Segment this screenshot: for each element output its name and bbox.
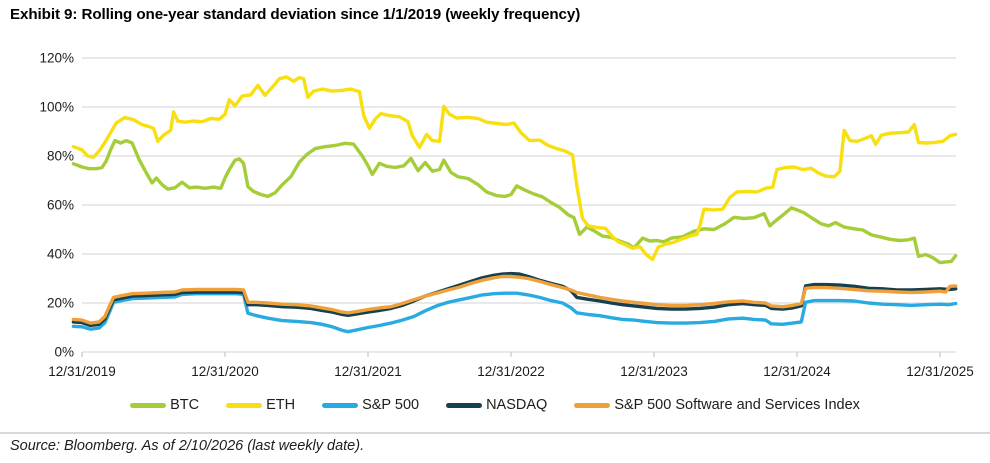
y-tick-label: 100% [39,100,74,115]
series-group [71,75,958,334]
y-tick-label: 40% [47,247,74,262]
x-tick-label: 12/31/2023 [620,364,688,379]
x-tick-label: 12/31/2025 [906,364,974,379]
legend-swatch-eth [226,402,263,408]
series-line-btc [71,138,958,265]
exhibit-title: Exhibit 9: Rolling one-year standard dev… [10,6,581,23]
x-tick-label: 12/31/2020 [191,364,259,379]
legend-label-nasdaq: NASDAQ [486,397,548,413]
y-tick-label: 120% [39,51,74,66]
x-tick-label: 12/31/2022 [477,364,545,379]
y-tick-label: 20% [47,296,74,311]
legend-label-btc: BTC [170,397,200,413]
source-note: Source: Bloomberg. As of 2/10/2026 (last… [10,438,365,454]
footer-divider [0,432,990,434]
y-tick-label: 80% [47,149,74,164]
legend-swatch-nasdaq [446,402,483,408]
x-axis-labels: 12/31/2019 12/31/2020 12/31/2021 12/31/2022… [48,364,974,379]
legend-item-s-p-500: S&P 500 [322,397,419,413]
series-line-s-p-500-software-and-services-index [71,274,958,325]
legend-item-btc: BTC [130,397,199,413]
series-line-eth [71,75,958,262]
legend-item-s-p-500-software-and-services-index: S&P 500 Software and Services Index [574,397,860,413]
y-tick-label: 60% [47,198,74,213]
legend-item-nasdaq: NASDAQ [446,397,547,413]
y-tick-label: 0% [54,345,74,360]
legend-item-eth: ETH [226,397,295,413]
legend-swatch-s-p-500 [322,402,359,408]
legend-label-eth: ETH [266,397,296,413]
x-tick-label: 12/31/2021 [334,364,402,379]
x-tick-label: 12/31/2024 [763,364,831,379]
legend-swatch-s-p-500-software-and-services-index [574,402,611,408]
legend-swatch-btc [130,402,167,408]
series-line-s-p-500 [71,291,958,334]
y-axis-labels: 0% 20% 40% 60% 80% 100% 120% [39,51,74,360]
gridlines-group [82,57,956,353]
chart-legend: BTC ETH S&P 500 NASDAQ S&P 500 Software and … [0,397,990,413]
series-line-nasdaq [71,271,958,328]
x-axis-ticks [81,352,941,357]
x-tick-label: 12/31/2019 [48,364,116,379]
legend-label-s-p-500: S&P 500 [362,397,420,413]
legend-label-s-p-500-software-and-services-index: S&P 500 Software and Services Index [614,397,860,413]
